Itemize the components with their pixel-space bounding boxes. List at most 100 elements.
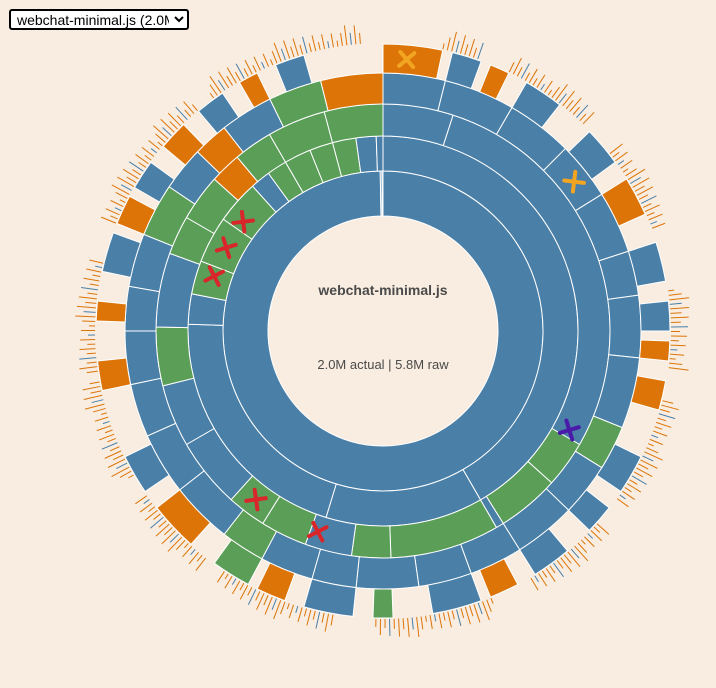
arc-segment-module[interactable] xyxy=(607,294,642,359)
arc-segment-module[interactable] xyxy=(375,135,384,172)
fringe-leaf xyxy=(270,59,274,66)
arc-segment-module[interactable] xyxy=(639,300,671,332)
fringe-leaf xyxy=(89,283,99,286)
arc-segment-module[interactable] xyxy=(222,170,544,492)
arc-segment-leaf[interactable] xyxy=(97,357,132,392)
fringe-leaf xyxy=(670,316,689,319)
fringe-leaf xyxy=(343,25,348,46)
fringe-leaf xyxy=(216,571,225,583)
duplicate-marker-icon xyxy=(231,209,255,234)
fringe-leaf xyxy=(188,551,200,565)
fringe-leaf xyxy=(217,79,226,91)
fringe-leaf xyxy=(650,220,658,225)
fringe-leaf xyxy=(82,385,101,391)
arc-segment-leaf[interactable] xyxy=(478,64,510,100)
fringe-leaf xyxy=(668,293,682,296)
fringe-leaf xyxy=(86,370,98,374)
arc-segment-module[interactable] xyxy=(596,443,642,493)
fringe-leaf xyxy=(538,573,548,587)
warning-marker-icon xyxy=(397,49,417,70)
fringe-leaf xyxy=(425,615,427,622)
fringe-leaf xyxy=(669,358,676,360)
fringe-leaf xyxy=(459,35,467,54)
arc-segment-module[interactable] xyxy=(197,92,240,135)
arc-segment-leaf[interactable] xyxy=(382,43,444,80)
arc-segment-module[interactable] xyxy=(303,578,357,617)
fringe-leaf xyxy=(119,199,126,203)
marker-stroke xyxy=(207,265,221,287)
fringe-leaf xyxy=(100,412,108,415)
arc-segment-leaf[interactable] xyxy=(156,489,212,545)
fringe-leaf xyxy=(651,222,666,229)
arc-segment-module[interactable] xyxy=(519,527,569,576)
fringe-leaf xyxy=(620,159,633,169)
arc-segment-leaf[interactable] xyxy=(116,195,156,236)
arc-segment-leaf[interactable] xyxy=(319,72,384,112)
arc-segment-module[interactable] xyxy=(427,572,482,615)
fringe-leaf xyxy=(669,362,683,366)
fringe-leaf xyxy=(107,437,116,443)
arc-segment-package[interactable] xyxy=(372,588,394,619)
arc-segment-leaf[interactable] xyxy=(256,562,296,602)
arc-segment-package[interactable] xyxy=(213,539,263,586)
arc-segment-leaf[interactable] xyxy=(639,339,671,362)
fringe-leaf xyxy=(446,37,451,51)
arc-segment-module[interactable] xyxy=(124,330,162,386)
arc-segment-module[interactable] xyxy=(511,81,561,129)
arc-segment-module[interactable] xyxy=(627,241,667,287)
arc-segment-package[interactable] xyxy=(155,326,195,387)
bundle-select[interactable]: webchat-minimal.js (2.0M) xyxy=(9,9,189,30)
fringe-leaf xyxy=(290,46,295,58)
arc-segment-module[interactable] xyxy=(567,489,610,532)
fringe-leaf xyxy=(286,603,290,610)
fringe-leaf xyxy=(116,462,128,470)
fringe-leaf xyxy=(630,176,641,184)
fringe-leaf xyxy=(582,111,595,125)
fringe-leaf xyxy=(616,498,629,508)
fringe-leaf xyxy=(668,289,675,292)
arc-segment-module[interactable] xyxy=(355,555,420,590)
fringe-leaf xyxy=(112,454,124,461)
fringe-leaf xyxy=(155,523,170,537)
fringe-group xyxy=(609,143,666,229)
arc-segment-leaf[interactable] xyxy=(601,178,646,227)
fringe-leaf xyxy=(572,106,581,115)
arc-segment-package[interactable] xyxy=(350,523,392,559)
arc-segment-module[interactable] xyxy=(567,130,616,181)
arc-segment-module[interactable] xyxy=(274,54,313,93)
arc-segment-leaf[interactable] xyxy=(162,123,205,166)
fringe-leaf xyxy=(647,443,654,447)
fringe-leaf xyxy=(670,312,682,314)
fringe-leaf xyxy=(447,611,452,628)
fringe-leaf xyxy=(411,617,414,630)
fringe-leaf xyxy=(105,208,120,216)
arc-segment-module[interactable] xyxy=(101,232,142,278)
fringe-leaf xyxy=(247,589,257,605)
fringe-group xyxy=(508,57,595,125)
fringe-leaf xyxy=(273,600,282,620)
arc-segment-leaf[interactable] xyxy=(478,558,519,598)
sunburst-markers xyxy=(203,49,586,543)
fringe-leaf xyxy=(442,43,445,50)
fringe-leaf xyxy=(182,546,193,558)
fringe-leaf xyxy=(255,591,261,601)
fringe-leaf xyxy=(128,474,134,479)
arc-segment-leaf[interactable] xyxy=(630,375,667,411)
fringe-leaf xyxy=(195,557,207,571)
arc-segment-leaf[interactable] xyxy=(95,300,127,323)
arc-segment-module[interactable] xyxy=(124,443,170,493)
arc-segment-module[interactable] xyxy=(381,170,384,217)
duplicate-marker-icon xyxy=(214,236,238,260)
arc-segment-module[interactable] xyxy=(124,285,161,332)
arc-segment-leaf[interactable] xyxy=(238,72,271,109)
fringe-leaf xyxy=(651,434,659,439)
fringe-leaf xyxy=(117,176,135,187)
fringe-leaf xyxy=(646,447,659,454)
arc-segment-module[interactable] xyxy=(133,161,175,203)
warning-marker-icon xyxy=(562,169,586,194)
arc-segment-module[interactable] xyxy=(444,51,482,90)
fringe-leaf xyxy=(456,609,462,627)
marker-stroke xyxy=(564,418,575,442)
fringe-leaf xyxy=(283,40,291,59)
